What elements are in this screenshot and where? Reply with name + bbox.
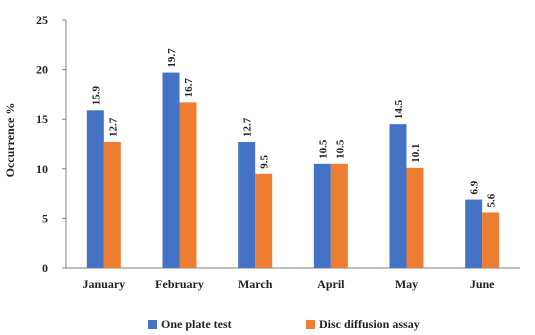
x-tick-label: June bbox=[470, 277, 495, 291]
y-tick-label: 5 bbox=[42, 211, 48, 225]
data-label: 15.9 bbox=[90, 86, 102, 106]
y-tick-label: 10 bbox=[36, 162, 48, 176]
x-tick-label: April bbox=[317, 277, 345, 291]
data-label: 9.5 bbox=[259, 155, 271, 169]
bar-one-plate-test-february bbox=[162, 72, 180, 269]
legend-swatch-disc-diffusion-assay bbox=[306, 320, 315, 329]
bar-disc-diffusion-assay-april bbox=[330, 163, 348, 268]
data-label: 6.9 bbox=[469, 180, 481, 194]
data-label: 16.7 bbox=[183, 78, 195, 98]
bar-disc-diffusion-assay-february bbox=[179, 102, 197, 268]
x-tick-label: February bbox=[155, 277, 204, 291]
y-tick-label: 20 bbox=[36, 63, 48, 77]
data-label: 14.5 bbox=[393, 99, 405, 119]
data-label: 10.5 bbox=[317, 139, 329, 159]
bars: 15.9 12.7 19.7 16.7 12.7 9.5 10.5 10.5 14.5 10.1 6… bbox=[86, 48, 500, 269]
y-tick-label: 25 bbox=[36, 13, 48, 27]
bar-disc-diffusion-assay-june bbox=[482, 212, 500, 268]
bar-one-plate-test-april bbox=[313, 163, 331, 268]
legend-label-one-plate-test: One plate test bbox=[161, 317, 232, 331]
legend: One plate test Disc diffusion assay bbox=[0, 317, 535, 333]
bar-one-plate-test-march bbox=[238, 142, 256, 268]
legend-item-one-plate-test: One plate test bbox=[148, 317, 232, 332]
data-label: 12.7 bbox=[107, 117, 119, 137]
data-label: 5.6 bbox=[486, 193, 498, 207]
legend-swatch-one-plate-test bbox=[148, 320, 157, 329]
data-label: 12.7 bbox=[242, 117, 254, 137]
y-tick-label: 0 bbox=[42, 261, 48, 275]
bar-one-plate-test-june bbox=[465, 199, 483, 268]
data-label: 19.7 bbox=[166, 48, 178, 68]
bar-one-plate-test-january bbox=[86, 110, 104, 268]
legend-item-disc-diffusion-assay: Disc diffusion assay bbox=[306, 317, 420, 332]
bar-disc-diffusion-assay-may bbox=[406, 167, 424, 268]
x-tick-label: May bbox=[395, 277, 418, 291]
bar-disc-diffusion-assay-january bbox=[103, 142, 121, 268]
legend-label-disc-diffusion-assay: Disc diffusion assay bbox=[319, 317, 420, 331]
data-label: 10.1 bbox=[410, 144, 422, 163]
x-axis: January February March April May June bbox=[66, 267, 520, 291]
y-tick-label: 15 bbox=[36, 112, 48, 126]
x-tick-label: January bbox=[82, 277, 125, 291]
bar-disc-diffusion-assay-march bbox=[255, 173, 273, 268]
y-axis: 0 5 10 15 20 25 bbox=[36, 13, 67, 275]
data-label: 10.5 bbox=[334, 139, 346, 159]
x-tick-label: March bbox=[238, 277, 273, 291]
bar-one-plate-test-may bbox=[389, 124, 407, 268]
y-axis-label: Occurrence % bbox=[3, 103, 17, 178]
